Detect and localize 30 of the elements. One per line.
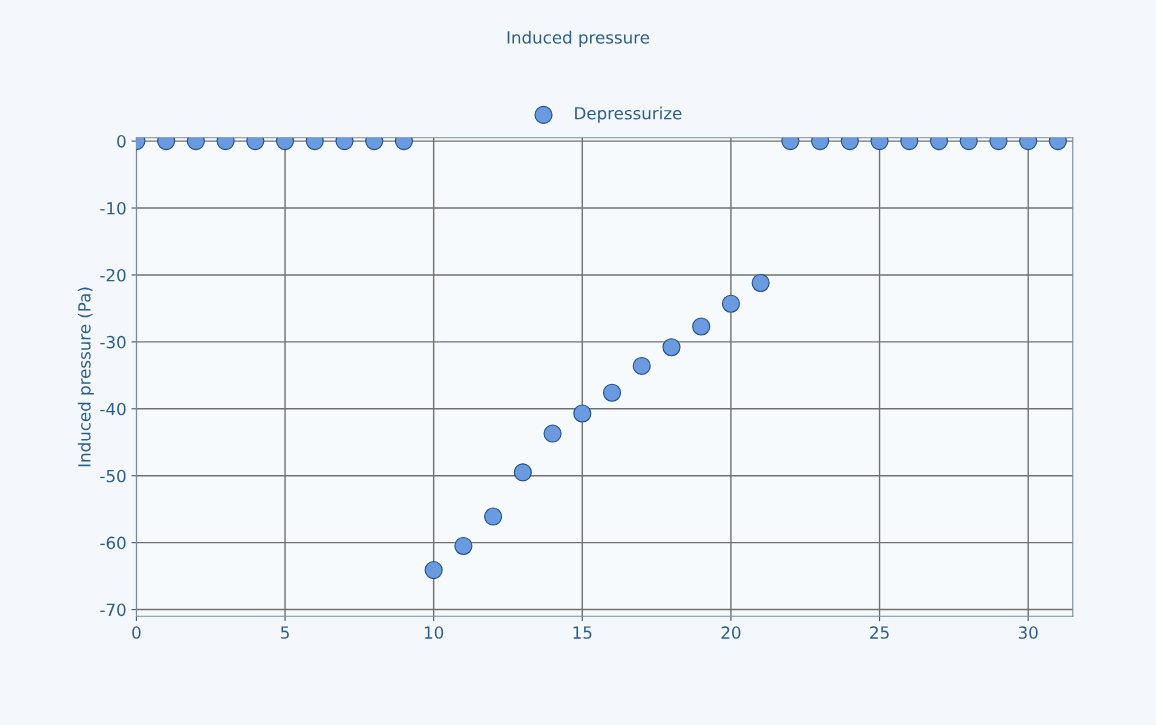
x-tick-label: 0: [132, 626, 141, 639]
point: [543, 424, 562, 443]
y-tick-label: -40: [100, 402, 126, 416]
y-tick-label: -20: [100, 268, 126, 282]
point: [751, 273, 770, 293]
x-tick-label: 30: [1018, 626, 1038, 639]
point: [573, 404, 592, 423]
y-tick-label: -10: [100, 201, 126, 215]
point: [602, 383, 622, 402]
legend-label: Depressurize: [575, 106, 682, 123]
y-tick-label: -50: [100, 469, 126, 483]
point: [632, 356, 651, 376]
point: [513, 463, 532, 482]
y-tick-label: 0: [117, 135, 126, 148]
y-tick-label: -60: [100, 536, 126, 550]
x-tick-label: 20: [721, 626, 741, 639]
y-axis-title: Induced pressure (Pa): [77, 287, 94, 467]
point: [692, 317, 711, 336]
point: [424, 561, 443, 580]
point: [662, 338, 681, 357]
point: [454, 536, 473, 556]
chart-title: Induced pressure: [507, 30, 650, 47]
x-tick-label: 15: [573, 626, 592, 639]
y-tick-label: -70: [100, 603, 126, 617]
x-tick-label: 5: [281, 626, 289, 639]
x-tick-label: 25: [870, 626, 889, 639]
x-tick-label: 10: [424, 626, 444, 639]
point: [721, 294, 740, 313]
point: [484, 507, 503, 526]
y-tick-label: -30: [100, 335, 126, 349]
